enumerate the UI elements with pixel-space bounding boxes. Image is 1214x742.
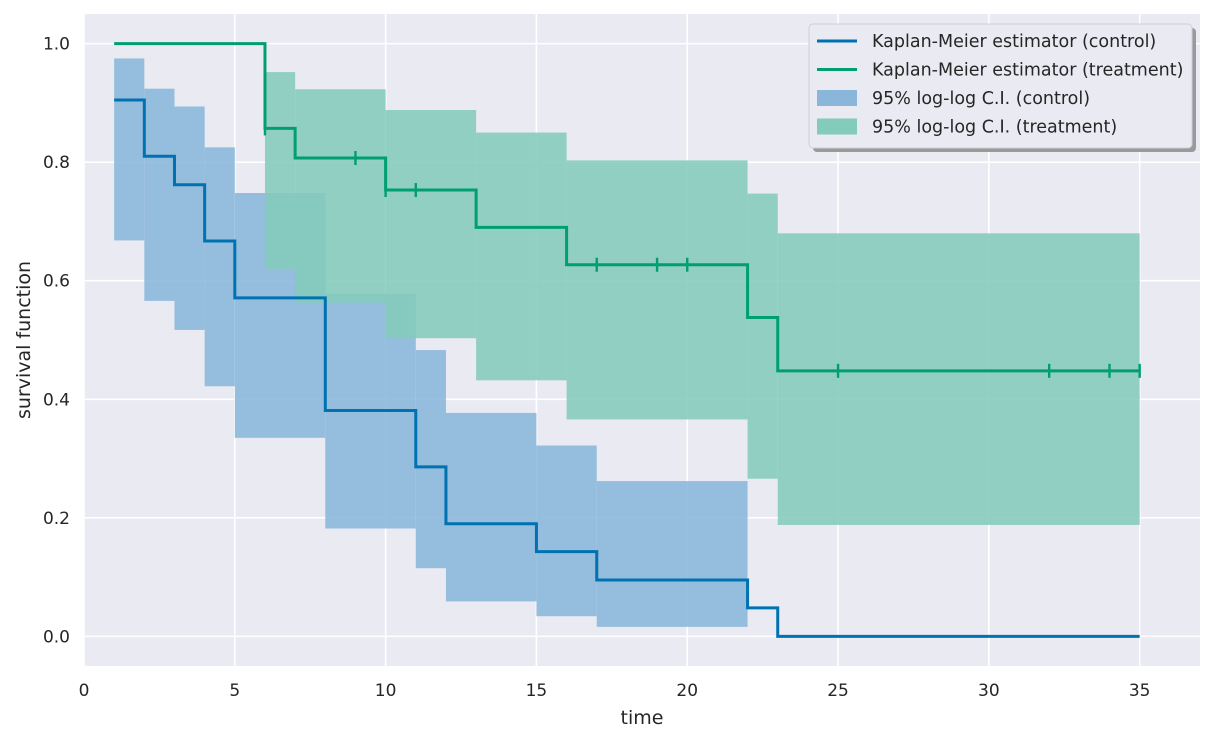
legend-label: 95% log-log C.I. (treatment) (872, 118, 1117, 138)
ci-band-step (144, 88, 175, 301)
x-tick-label: 10 (375, 681, 397, 701)
ci-band-step (295, 89, 386, 303)
ci-band-step (415, 350, 446, 569)
y-tick-label: 0.2 (43, 509, 70, 529)
legend-patch-swatch (817, 118, 857, 135)
y-tick-label: 0.0 (43, 627, 70, 647)
legend-box (808, 23, 1193, 149)
ci-band-step (747, 193, 778, 479)
y-tick-labels: 0.0 0.2 0.4 0.6 0.8 1.0 (43, 35, 70, 648)
x-axis-label: time (621, 707, 664, 729)
x-tick-label: 5 (229, 681, 240, 701)
legend-label: 95% log-log C.I. (control) (872, 89, 1090, 109)
x-tick-label: 35 (1129, 681, 1151, 701)
km-step-line (114, 98, 1140, 638)
ci-band-step (777, 233, 1140, 525)
y-tick-label: 0.8 (43, 153, 70, 173)
ci-band-step (445, 412, 537, 602)
ci-band-step (114, 58, 145, 241)
x-tick-label: 15 (526, 681, 548, 701)
y-tick-label: 0.4 (43, 390, 70, 410)
km-curves (114, 42, 1140, 638)
ci-band-step (204, 147, 235, 387)
x-tick-label: 20 (676, 681, 698, 701)
x-tick-label: 0 (79, 681, 90, 701)
legend-patch-swatch (817, 90, 857, 106)
ci-band-step (476, 132, 567, 381)
y-tick-label: 0.6 (43, 272, 70, 292)
y-tick-label: 1.0 (43, 35, 70, 55)
ci-band-step (596, 481, 748, 627)
ci-bands (114, 58, 1140, 627)
x-tick-label: 25 (827, 681, 849, 701)
legend-label: Kaplan-Meier estimator (treatment) (872, 61, 1183, 81)
legend-label: Kaplan-Meier estimator (control) (872, 32, 1156, 52)
y-axis-label: survival function (13, 261, 35, 419)
ci-band-step (174, 106, 205, 330)
ci-band-step (566, 160, 748, 420)
ci-band-step (536, 445, 597, 617)
ci-band-step (385, 110, 477, 339)
x-tick-label: 30 (978, 681, 1000, 701)
km-step-line (114, 42, 1140, 373)
ci-band-step (264, 72, 296, 269)
x-tick-labels: 0 5 10 15 20 25 30 35 (79, 681, 1151, 701)
legend: Kaplan-Meier estimator (control) Kaplan-M… (808, 23, 1196, 152)
censor-marks (263, 121, 1141, 378)
